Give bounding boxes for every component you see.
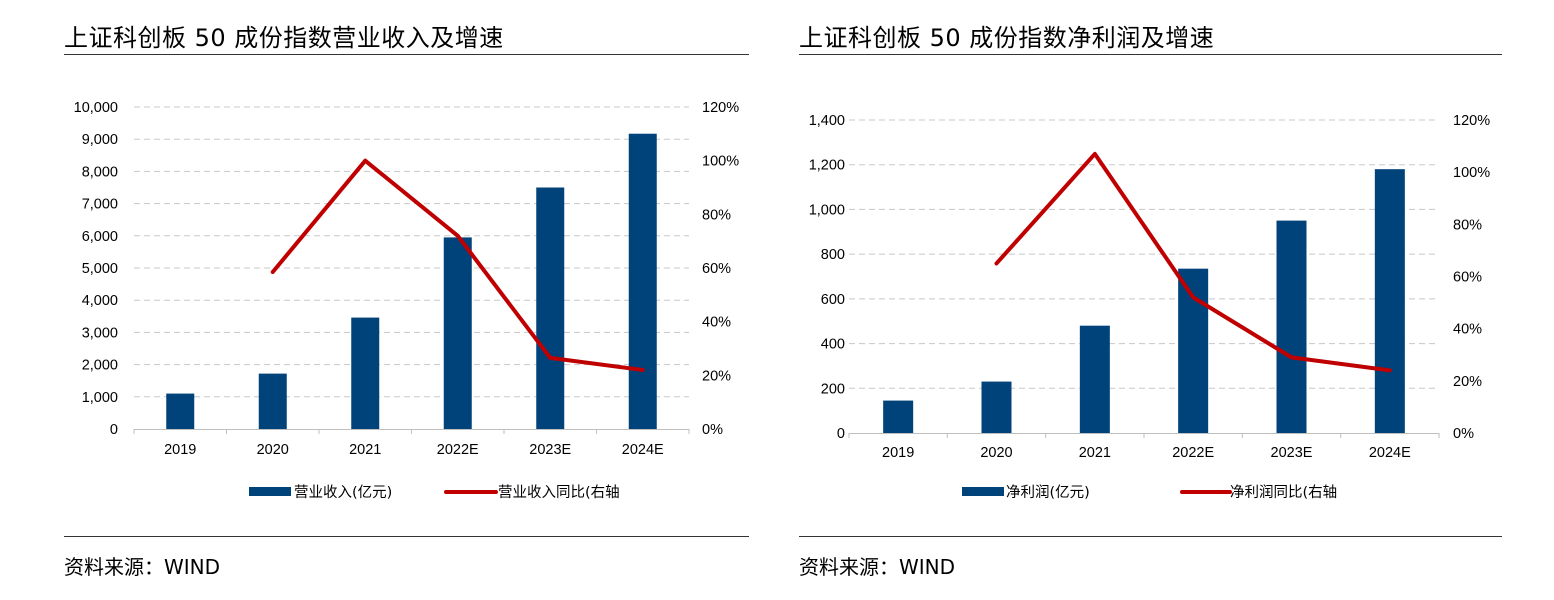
y-left-tick-label: 0	[110, 422, 118, 438]
bar	[443, 237, 472, 429]
y-right-tick-label: 40%	[1453, 322, 1482, 338]
bar	[351, 317, 380, 429]
profit-chart: 0 200 400 600 800 1,000 1,200 1,400 0% 20% 40% 60% 8…	[809, 113, 1490, 501]
title-rule	[799, 54, 1502, 55]
legend-line-label: 营业收入同比(右轴	[498, 484, 620, 501]
y-right-tick-label: 60%	[702, 261, 731, 277]
source-note: 资料来源：WIND	[799, 555, 956, 579]
source-note: 资料来源：WIND	[64, 555, 221, 579]
y-left-tick-label: 6,000	[82, 229, 118, 245]
y-right-tick-label: 100%	[1453, 165, 1490, 181]
x-tick-label: 2023E	[1271, 445, 1313, 461]
y-left-tick-label: 0	[837, 426, 845, 442]
y-left-tick-label: 200	[821, 381, 845, 397]
legend-bar-swatch	[249, 487, 291, 496]
legend-line-label: 净利润同比(右轴	[1230, 484, 1337, 501]
chart-title: 上证科创板 50 成份指数净利润及增速	[799, 24, 1215, 52]
bar	[1178, 268, 1209, 433]
y-left-tick-label: 8,000	[82, 164, 118, 180]
x-tick-label: 2022E	[1172, 445, 1214, 461]
chart-title: 上证科创板 50 成份指数营业收入及增速	[64, 24, 504, 52]
y-left-tick-label: 2,000	[82, 358, 118, 374]
y-right-tick-label: 20%	[702, 368, 731, 384]
bar	[536, 187, 565, 429]
x-tick-label: 2020	[257, 442, 289, 458]
y-left-tick-label: 1,000	[82, 390, 118, 406]
x-tick-label: 2022E	[437, 442, 479, 458]
y-left-tick-label: 600	[821, 292, 845, 308]
revenue-panel: 上证科创板 50 成份指数营业收入及增速 0 1,000 2,000 3,000 4,0…	[64, 0, 749, 600]
bar	[258, 373, 287, 429]
x-tick-label: 2019	[882, 445, 914, 461]
y-right-tick-label: 80%	[1453, 217, 1482, 233]
y-left-tick-label: 400	[821, 337, 845, 353]
revenue-chart: 0 1,000 2,000 3,000 4,000 5,000 6,000 7,000 8,00…	[74, 100, 740, 501]
y-right-tick-label: 20%	[1453, 374, 1482, 390]
profit-panel: 上证科创板 50 成份指数净利润及增速 0 200 400 600 800 1,000 1,…	[799, 0, 1502, 600]
y-left-tick-label: 800	[821, 247, 845, 263]
y-right-tick-label: 120%	[702, 100, 739, 116]
y-left-tick-label: 10,000	[74, 100, 118, 116]
title-rule	[64, 54, 749, 55]
y-right-tick-label: 40%	[702, 315, 731, 331]
y-right-tick-label: 0%	[1453, 426, 1474, 442]
x-tick-label: 2021	[349, 442, 381, 458]
bar	[1374, 169, 1405, 433]
y-left-tick-label: 9,000	[82, 132, 118, 148]
bar	[981, 381, 1012, 433]
x-tick-label: 2024E	[1369, 445, 1411, 461]
y-right-tick-label: 100%	[702, 154, 739, 170]
y-left-tick-label: 7,000	[82, 197, 118, 213]
y-left-tick-label: 5,000	[82, 261, 118, 277]
y-right-tick-label: 120%	[1453, 113, 1490, 129]
bar	[628, 133, 657, 429]
bar	[1276, 220, 1307, 433]
footer-rule	[799, 536, 1502, 537]
y-left-tick-label: 4,000	[82, 293, 118, 309]
legend-bar-label: 营业收入(亿元)	[294, 484, 392, 501]
bar	[883, 400, 914, 433]
y-left-tick-label: 1,200	[809, 158, 845, 174]
y-left-tick-label: 1,400	[809, 113, 845, 129]
y-right-tick-label: 80%	[702, 207, 731, 223]
x-tick-label: 2023E	[529, 442, 571, 458]
x-tick-label: 2021	[1079, 445, 1111, 461]
x-tick-label: 2019	[164, 442, 196, 458]
y-left-tick-label: 1,000	[809, 202, 845, 218]
y-left-tick-label: 3,000	[82, 325, 118, 341]
footer-rule	[64, 536, 749, 537]
x-tick-label: 2020	[980, 445, 1012, 461]
bar	[1079, 325, 1110, 433]
bar	[166, 393, 195, 429]
y-right-tick-label: 60%	[1453, 270, 1482, 286]
x-tick-label: 2024E	[622, 442, 664, 458]
y-right-tick-label: 0%	[702, 422, 723, 438]
legend-bar-swatch	[962, 487, 1004, 496]
legend-bar-label: 净利润(亿元)	[1006, 484, 1090, 501]
